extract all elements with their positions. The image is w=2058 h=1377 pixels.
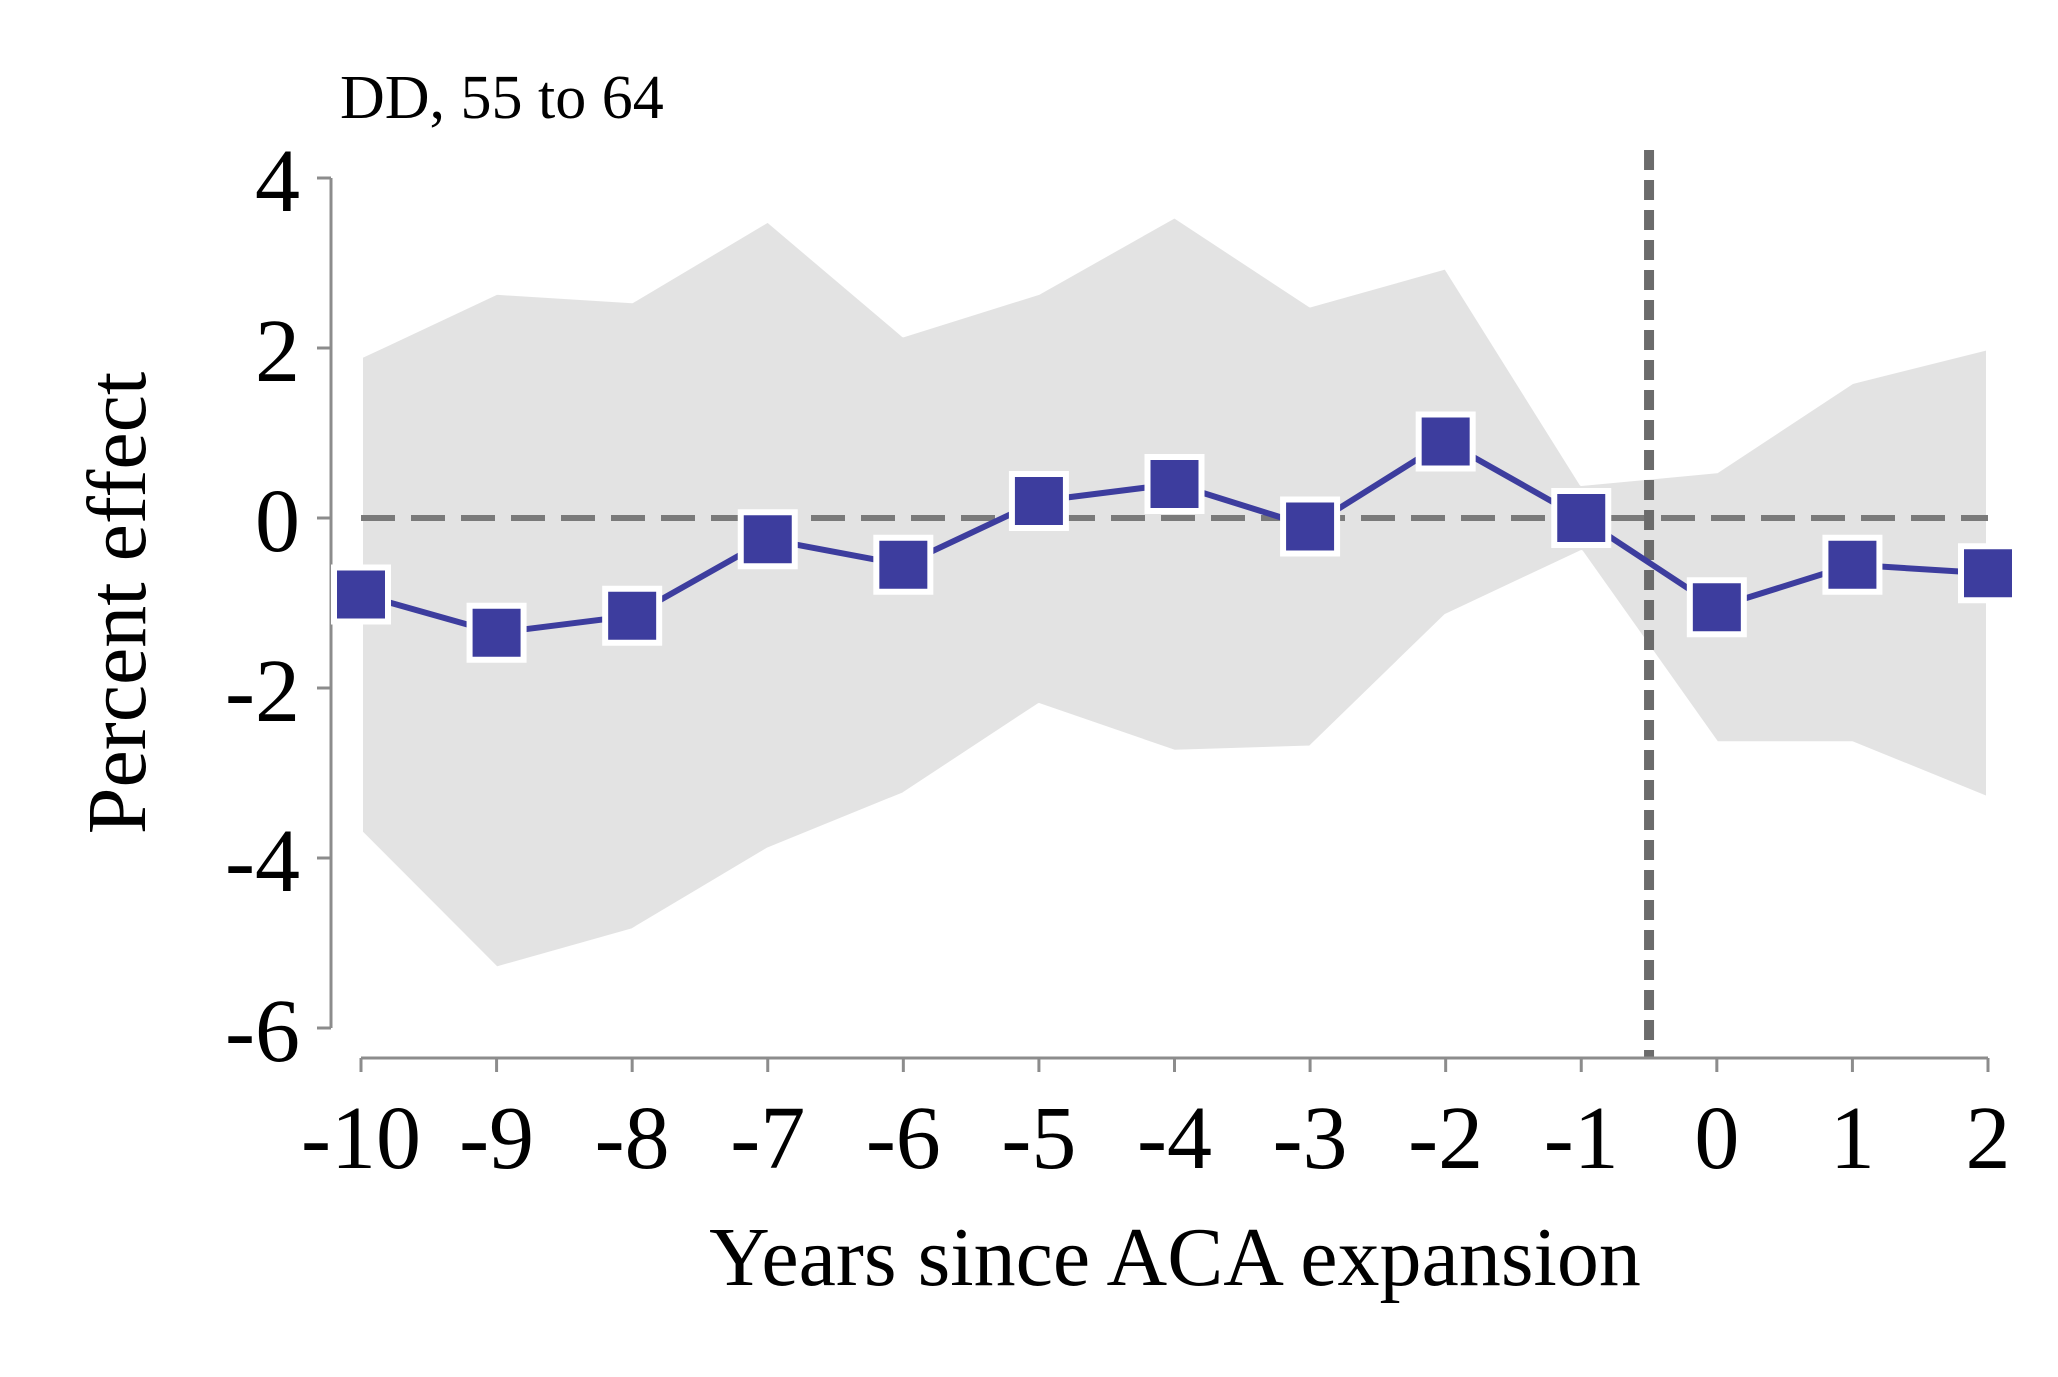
data-point-marker — [1415, 411, 1476, 472]
data-point-marker — [331, 564, 391, 625]
x-tick-label: -8 — [595, 1089, 670, 1188]
x-tick-label: -3 — [1273, 1089, 1348, 1188]
y-tick-label: 0 — [255, 472, 300, 571]
chart-title: DD, 55 to 64 — [340, 64, 664, 132]
data-point-marker — [1958, 543, 2018, 604]
confidence-band — [359, 214, 1990, 971]
data-point-marker — [1822, 534, 1883, 595]
x-tick-label: -1 — [1544, 1089, 1619, 1188]
data-point-marker — [1008, 471, 1069, 531]
data-point-marker — [1686, 577, 1747, 638]
y-tick-label: 4 — [255, 132, 300, 231]
y-tick-label: -4 — [225, 812, 300, 911]
x-tick-label: -7 — [730, 1089, 805, 1188]
x-tick-label: 0 — [1694, 1089, 1739, 1188]
y-axis-title: Percent effect — [71, 372, 164, 835]
confidence-band-layer — [359, 214, 1990, 971]
data-point-marker — [602, 585, 663, 646]
y-tick-label: 2 — [255, 302, 300, 401]
x-tick-label: -5 — [1001, 1089, 1076, 1188]
x-tick-label: -6 — [866, 1089, 941, 1188]
x-tick-label: -4 — [1137, 1089, 1212, 1188]
x-tick-label: 1 — [1830, 1089, 1875, 1188]
tick-labels-layer: 420-2-4-6-10 -9 -8 -7 -6 -5 -4 -3 -2 -1 0 1 2 — [225, 132, 2010, 1188]
data-point-marker — [466, 602, 527, 663]
data-point-marker — [1144, 454, 1205, 514]
x-axis-title: Years since ACA expansion — [709, 1211, 1641, 1304]
data-point-marker — [1551, 488, 1612, 548]
data-point-marker — [873, 534, 934, 595]
x-tick-label: -2 — [1408, 1089, 1483, 1188]
y-tick-label: -2 — [225, 642, 300, 741]
series-layer — [331, 411, 2018, 663]
x-tick-label: -10 — [301, 1089, 421, 1188]
data-point-marker — [737, 509, 798, 570]
x-tick-label: 2 — [1966, 1089, 2011, 1188]
x-tick-label: -9 — [459, 1089, 534, 1188]
reference-lines-layer — [361, 150, 1988, 1058]
data-point-marker — [1280, 496, 1341, 557]
y-tick-label: -6 — [225, 982, 300, 1081]
